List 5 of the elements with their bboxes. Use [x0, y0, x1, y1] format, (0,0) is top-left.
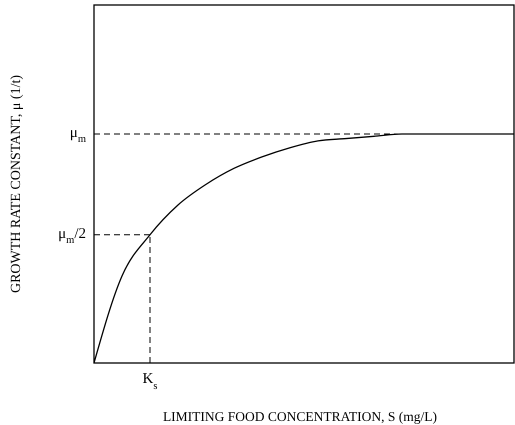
ref-line-label: μ$_{m}$/2	[58, 226, 86, 246]
y-axis-title: GROWTH RATE CONSTANT, μ (1/t)	[9, 74, 24, 294]
ref-line-label: μ$_{m}$	[70, 125, 86, 145]
x-axis-title: LIMITING FOOD CONCENTRATION, S (mg/L)	[162, 409, 438, 424]
annotation: K$_{s}$	[142, 371, 158, 392]
